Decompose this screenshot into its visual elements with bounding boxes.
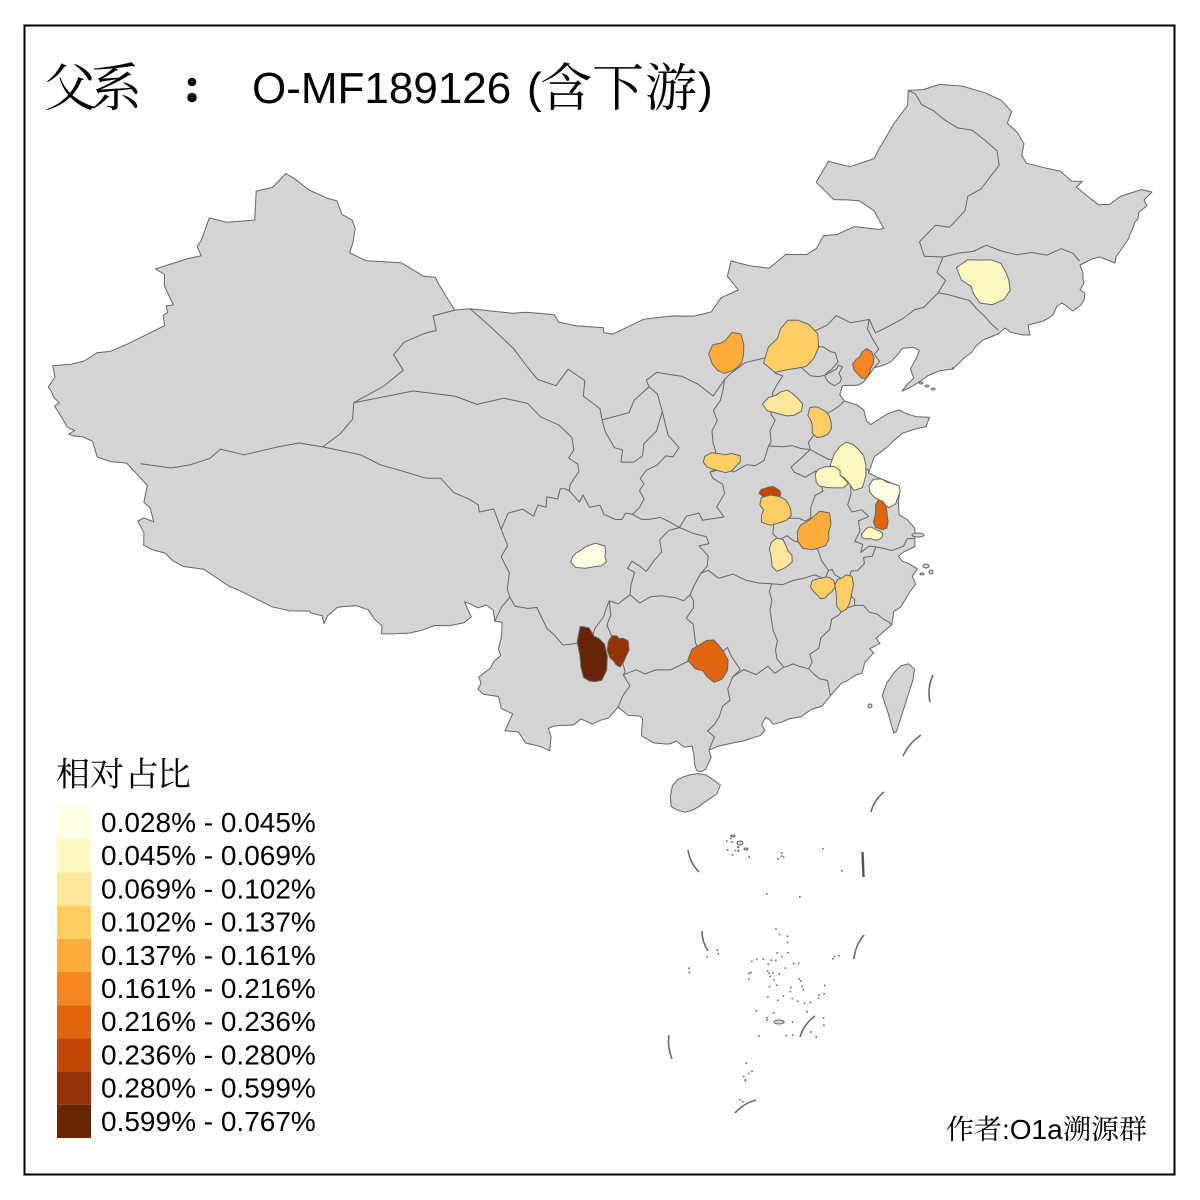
svg-text::O1a: :O1a <box>1002 1114 1063 1145</box>
svg-text:O-MF189126: O-MF189126 <box>252 64 511 113</box>
svg-text:): ) <box>698 64 713 113</box>
svg-text:0.137% - 0.161%: 0.137% - 0.161% <box>101 940 316 971</box>
svg-text:0.045% - 0.069%: 0.045% - 0.069% <box>101 840 316 871</box>
svg-text:0.280% - 0.599%: 0.280% - 0.599% <box>101 1073 316 1104</box>
svg-text:0.069% - 0.102%: 0.069% - 0.102% <box>101 873 316 904</box>
svg-text:(: ( <box>527 64 542 113</box>
svg-text:0.161% - 0.216%: 0.161% - 0.216% <box>101 973 316 1004</box>
svg-text:0.102% - 0.137%: 0.102% - 0.137% <box>101 907 316 938</box>
svg-text:0.599% - 0.767%: 0.599% - 0.767% <box>101 1106 316 1137</box>
svg-text:0.236% - 0.280%: 0.236% - 0.280% <box>101 1039 316 1070</box>
svg-text:0.028% - 0.045%: 0.028% - 0.045% <box>101 807 316 838</box>
svg-text:0.216% - 0.236%: 0.216% - 0.236% <box>101 1006 316 1037</box>
